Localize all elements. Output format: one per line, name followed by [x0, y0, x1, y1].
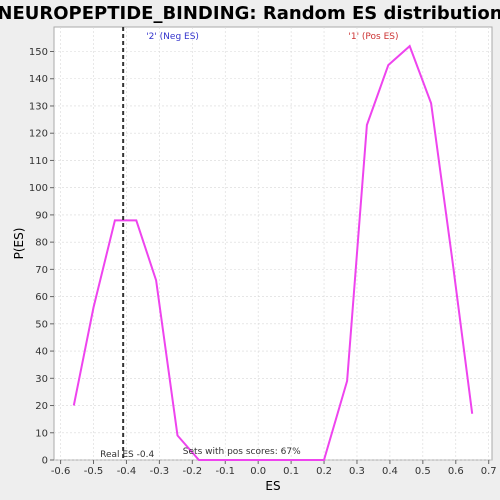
- x-tick-label: -0.1: [215, 466, 235, 477]
- y-axis-label: P(ES): [12, 228, 26, 260]
- y-tick-label: 100: [29, 183, 48, 194]
- y-tick-label: 120: [29, 129, 48, 140]
- axis-ticks: 0 10 20 30 40 50 60 70 80 90 100 110 120 130 140 150 -0.…: [29, 47, 497, 477]
- x-tick-label: 0.4: [382, 466, 398, 477]
- x-tick-label: 0.0: [250, 466, 266, 477]
- x-tick-label: 0.1: [283, 466, 299, 477]
- x-axis-label: ES: [265, 479, 280, 493]
- x-tick-label: 0.5: [415, 466, 431, 477]
- x-tick-label: -0.5: [84, 466, 104, 477]
- y-tick-label: 60: [35, 292, 48, 303]
- x-tick-label: 0.6: [448, 466, 464, 477]
- x-tick-label: 0.3: [349, 466, 365, 477]
- pos-es-label: '1' (Pos ES): [348, 32, 398, 42]
- y-tick-label: 50: [35, 319, 48, 330]
- y-tick-label: 30: [35, 374, 48, 385]
- y-tick-label: 90: [35, 210, 48, 221]
- y-tick-label: 10: [35, 428, 48, 439]
- x-tick-label: -0.4: [117, 466, 137, 477]
- x-tick-label: -0.6: [51, 466, 71, 477]
- y-tick-label: 130: [29, 101, 48, 112]
- y-tick-label: 20: [35, 401, 48, 412]
- y-tick-label: 70: [35, 265, 48, 276]
- y-tick-label: 0: [42, 456, 48, 467]
- y-tick-label: 150: [29, 47, 48, 58]
- x-tick-label: 0.7: [481, 466, 497, 477]
- y-tick-label: 110: [29, 156, 48, 167]
- neg-es-label: '2' (Neg ES): [146, 32, 199, 42]
- random-es-distribution-line: [72, 44, 474, 461]
- real-es-label: Real ES -0.4: [100, 450, 154, 460]
- y-tick-label: 140: [29, 74, 48, 85]
- chart-title: NEUROPEPTIDE_BINDING: Random ES distribu…: [0, 3, 500, 24]
- x-tick-label: -0.2: [183, 466, 203, 477]
- y-tick-label: 40: [35, 347, 48, 358]
- y-tick-label: 80: [35, 238, 48, 249]
- pos-scores-percentage: Sets with pos scores: 67%: [183, 447, 301, 457]
- x-tick-label: -0.3: [150, 466, 170, 477]
- plot-area: [53, 26, 493, 461]
- x-tick-label: 0.2: [316, 466, 332, 477]
